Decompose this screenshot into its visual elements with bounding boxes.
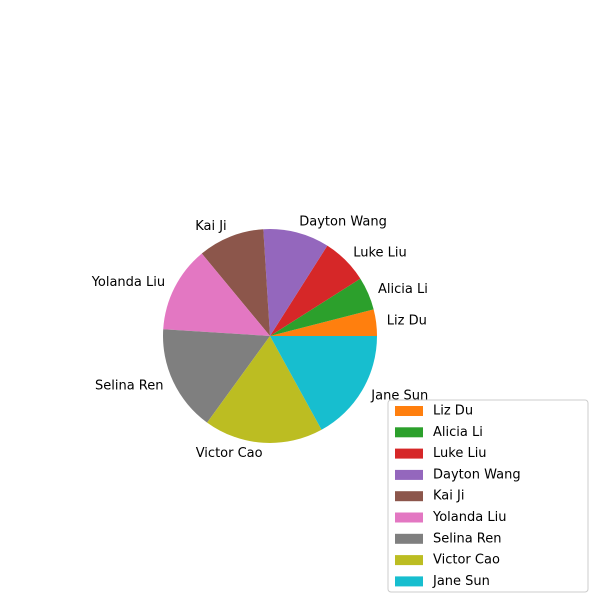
pie-label-dayton-wang: Dayton Wang <box>299 214 387 229</box>
legend-label-jane-sun: Jane Sun <box>432 574 490 589</box>
legend: Liz Du Alicia Li Luke Liu Dayton Wang Kai Ji… <box>387 399 589 593</box>
pie-label-alicia-li: Alicia Li <box>378 282 428 297</box>
legend-swatch-kai-ji <box>395 491 423 502</box>
legend-label-liz-du: Liz Du <box>433 404 473 419</box>
pie-label-liz-du: Liz Du <box>387 314 427 329</box>
pie-label-yolanda-liu: Yolanda Liu <box>91 275 165 290</box>
pie-slice-liz-du <box>270 309 377 336</box>
pie-slice-alicia-li <box>270 278 374 336</box>
pie-slice-luke-liu <box>270 245 361 336</box>
pie-slice-dayton-wang <box>263 228 328 336</box>
legend-items: Liz Du Alicia Li Luke Liu Dayton Wang Kai Ji… <box>395 404 521 589</box>
pie-label-kai-ji: Kai Ji <box>195 219 226 234</box>
pie-slice-jane-sun <box>270 336 377 430</box>
pie-labels: Liz Du Alicia Li Luke Liu Dayton Wang Kai Ji… <box>91 214 429 460</box>
legend-label-alicia-li: Alicia Li <box>433 425 483 440</box>
legend-label-selina-ren: Selina Ren <box>433 531 502 546</box>
pie-slice-yolanda-liu <box>163 253 270 336</box>
pie-slice-kai-ji <box>201 229 270 336</box>
legend-swatch-luke-liu <box>395 448 423 459</box>
legend-swatch-dayton-wang <box>395 469 423 480</box>
legend-swatch-yolanda-liu <box>395 512 423 523</box>
legend-swatch-liz-du <box>395 406 423 416</box>
pie-slice-victor-cao <box>207 336 322 443</box>
legend-swatch-alicia-li <box>395 427 423 438</box>
legend-label-victor-cao: Victor Cao <box>433 553 500 568</box>
legend-swatch-jane-sun <box>395 576 423 587</box>
legend-label-dayton-wang: Dayton Wang <box>433 467 521 482</box>
legend-label-luke-liu: Luke Liu <box>433 446 487 461</box>
pie-slices <box>162 228 377 443</box>
legend-label-yolanda-liu: Yolanda Liu <box>432 510 506 525</box>
legend-frame <box>387 399 589 593</box>
pie-label-victor-cao: Victor Cao <box>196 446 263 461</box>
legend-swatch-victor-cao <box>395 555 423 566</box>
pie-label-selina-ren: Selina Ren <box>95 379 164 394</box>
legend-label-kai-ji: Kai Ji <box>433 489 464 504</box>
pie-label-luke-liu: Luke Liu <box>353 245 407 260</box>
legend-swatch-selina-ren <box>395 533 423 544</box>
pie-slice-selina-ren <box>162 329 270 423</box>
